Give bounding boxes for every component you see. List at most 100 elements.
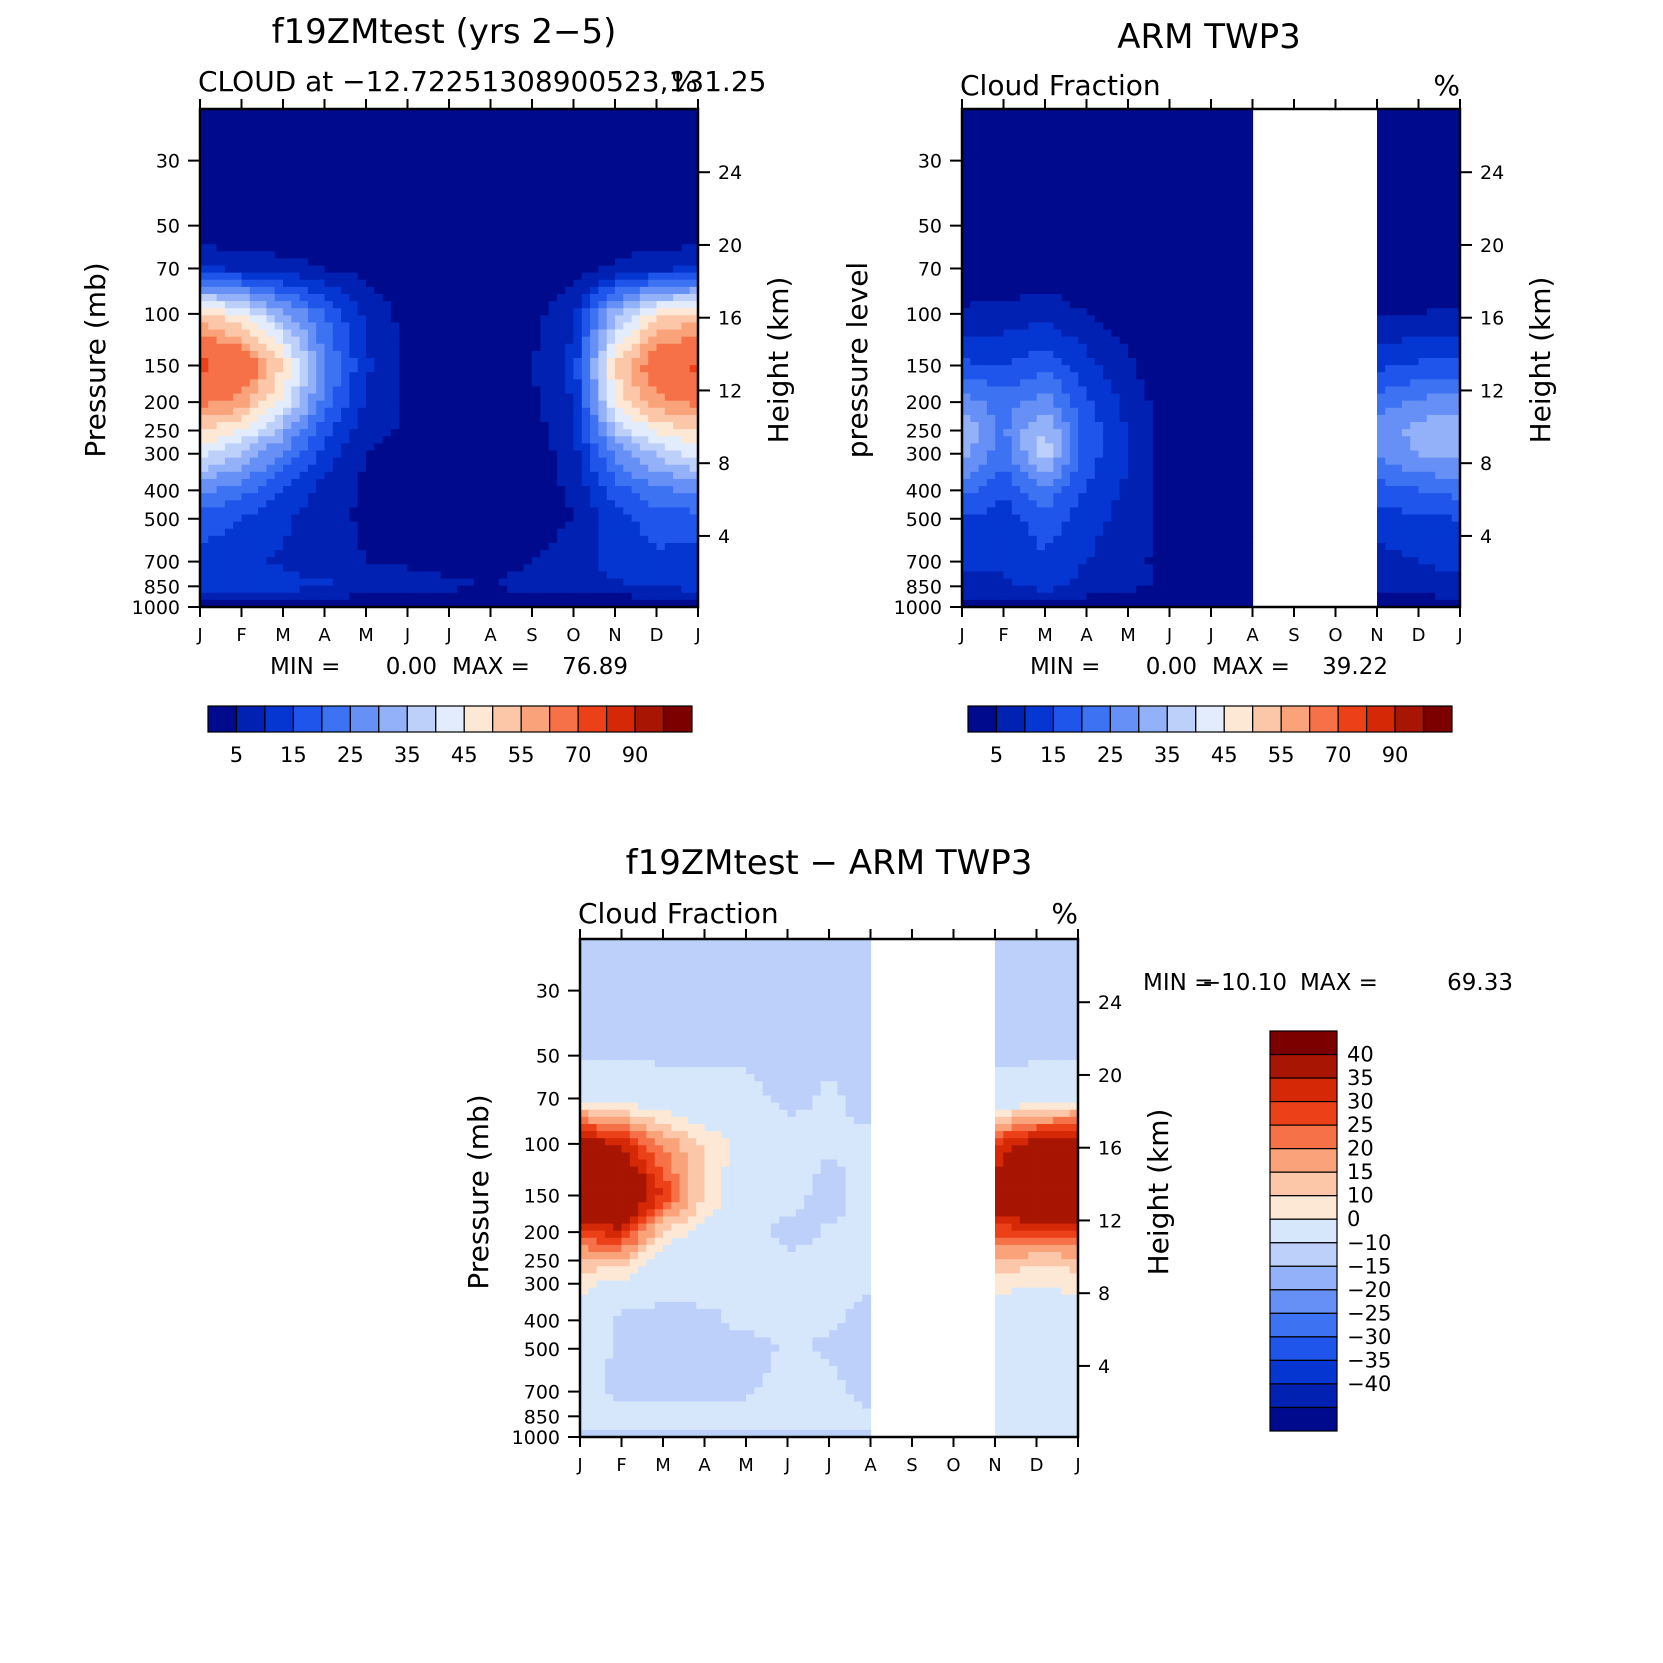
contour-cell	[615, 592, 624, 601]
contour-cell	[1152, 123, 1162, 131]
contour-cell	[341, 542, 350, 551]
contour-cell	[648, 343, 658, 352]
contour-cell	[615, 393, 624, 402]
contour-cell	[374, 187, 384, 195]
contour-cell	[515, 578, 525, 587]
contour-cell	[648, 365, 658, 373]
contour-cell	[258, 315, 267, 324]
contour-cell	[689, 450, 698, 459]
contour-cell	[341, 137, 350, 146]
contour-cell	[432, 301, 442, 309]
contour-cell	[1045, 158, 1054, 167]
contour-cell	[490, 244, 500, 252]
contour-cell	[515, 208, 525, 217]
contour-cell	[498, 585, 508, 594]
contour-cell	[266, 315, 276, 324]
contour-cell	[299, 535, 309, 544]
contour-cell	[556, 471, 566, 480]
contour-cell	[200, 265, 209, 274]
contour-cell	[366, 429, 375, 437]
contour-cell	[208, 450, 218, 459]
contour-cell	[540, 116, 550, 124]
contour-cell	[374, 386, 384, 395]
contour-cell	[233, 528, 243, 537]
contour-cell	[623, 535, 633, 544]
contour-cell	[673, 173, 682, 181]
contour-cell	[482, 208, 492, 217]
contour-cell	[1011, 130, 1021, 139]
contour-cell	[341, 116, 350, 124]
contour-cell	[581, 137, 591, 146]
contour-cell	[390, 130, 400, 139]
contour-cell	[689, 528, 698, 537]
contour-cell	[449, 585, 458, 594]
contour-cell	[224, 500, 234, 508]
contour-cell	[299, 450, 309, 459]
contour-cell	[341, 571, 350, 580]
contour-cell	[274, 493, 284, 501]
contour-cell	[615, 137, 624, 146]
contour-cell	[457, 293, 467, 302]
contour-cell	[407, 571, 417, 580]
contour-cell	[1003, 116, 1013, 124]
contour-cell	[424, 144, 433, 153]
contour-cell	[515, 372, 525, 380]
contour-cell	[366, 379, 375, 388]
contour-cell	[390, 386, 400, 395]
contour-cell	[648, 301, 658, 309]
contour-cell	[664, 535, 674, 544]
contour-cell	[473, 407, 483, 416]
contour-cell	[382, 365, 392, 373]
contour-cell	[1451, 173, 1460, 181]
contour-cell	[316, 151, 326, 160]
contour-cell	[266, 493, 276, 501]
contour-cell	[457, 379, 467, 388]
contour-cell	[407, 585, 417, 594]
contour-cell	[473, 592, 483, 601]
contour-cell	[523, 507, 533, 516]
contour-cell	[266, 414, 276, 423]
contour-cell	[249, 521, 259, 530]
contour-cell	[523, 514, 533, 523]
contour-cell	[449, 109, 458, 117]
contour-cell	[532, 507, 541, 516]
contour-cell	[1161, 165, 1171, 174]
contour-cell	[357, 436, 367, 444]
contour-cell	[216, 457, 226, 466]
contour-cell	[664, 229, 674, 238]
contour-cell	[615, 251, 624, 259]
contour-cell	[249, 471, 259, 480]
contour-cell	[507, 464, 516, 473]
contour-cell	[307, 343, 317, 352]
contour-cell	[581, 429, 591, 437]
contour-cell	[473, 322, 483, 331]
contour-cell	[556, 130, 566, 139]
contour-cell	[233, 293, 243, 302]
contour-cell	[615, 336, 624, 345]
contour-cell	[341, 443, 350, 452]
contour-cell	[482, 464, 492, 473]
contour-cell	[473, 486, 483, 494]
contour-cell	[258, 222, 267, 231]
contour-cell	[673, 144, 682, 153]
contour-cell	[283, 222, 292, 231]
contour-cell	[291, 165, 301, 174]
contour-cell	[540, 528, 550, 537]
contour-cell	[357, 116, 367, 124]
contour-cell	[648, 258, 658, 267]
contour-cell	[316, 208, 326, 217]
contour-cell	[498, 599, 508, 607]
contour-cell	[598, 436, 608, 444]
contour-cell	[598, 599, 608, 607]
contour-cell	[648, 123, 658, 131]
contour-cell	[1103, 180, 1112, 188]
contour-cell	[1078, 208, 1088, 217]
contour-cell	[332, 564, 342, 573]
contour-cell	[523, 272, 533, 281]
contour-cell	[341, 130, 350, 139]
contour-cell	[233, 350, 243, 359]
contour-cell	[249, 116, 259, 124]
contour-cell	[249, 151, 259, 160]
contour-cell	[241, 521, 251, 530]
contour-cell	[332, 400, 342, 409]
